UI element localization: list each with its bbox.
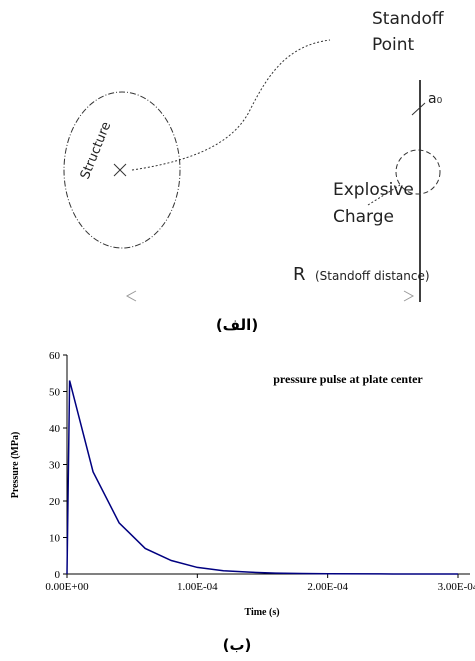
- y-tick-label: 30: [49, 460, 61, 472]
- x-tick-label: 3.00E-04: [438, 581, 475, 593]
- label: R: [293, 264, 306, 285]
- label: a₀: [428, 91, 443, 107]
- structure-outline: [63, 91, 181, 249]
- label: (Standoff distance): [315, 269, 430, 283]
- label: Standoff: [372, 9, 445, 29]
- y-tick-label: 0: [55, 569, 61, 581]
- y-axis-label: Pressure (MPa): [10, 432, 21, 499]
- chart-title: pressure pulse at plate center: [273, 372, 423, 386]
- y-tick-label: 50: [49, 387, 61, 399]
- label: Charge: [333, 207, 394, 227]
- line: [66, 380, 459, 575]
- x-tick-label: 2.00E-04: [307, 581, 348, 593]
- label: Point: [372, 35, 415, 55]
- explosive-charge: [395, 149, 441, 195]
- radius-tick: [411, 102, 426, 116]
- y-tick-label: 20: [49, 496, 61, 508]
- y-tick-label: 40: [49, 423, 61, 435]
- label: Structure: [78, 120, 115, 182]
- standoff-curve: [131, 39, 331, 171]
- x-tick-label: 1.00E-04: [177, 581, 218, 593]
- y-tick-label: 60: [49, 350, 61, 362]
- structure-point: [113, 163, 127, 177]
- y-tick-label: 10: [49, 533, 61, 545]
- diagram: [63, 39, 441, 302]
- arrow-right: [403, 290, 415, 302]
- caption: (الف): [216, 316, 258, 334]
- arrow-left: [125, 290, 137, 302]
- x-axis-label: Time (s): [244, 607, 279, 618]
- x-tick-label: 0.00E+00: [45, 581, 89, 593]
- caption: (ب): [223, 636, 252, 654]
- label: Explosive: [333, 180, 414, 200]
